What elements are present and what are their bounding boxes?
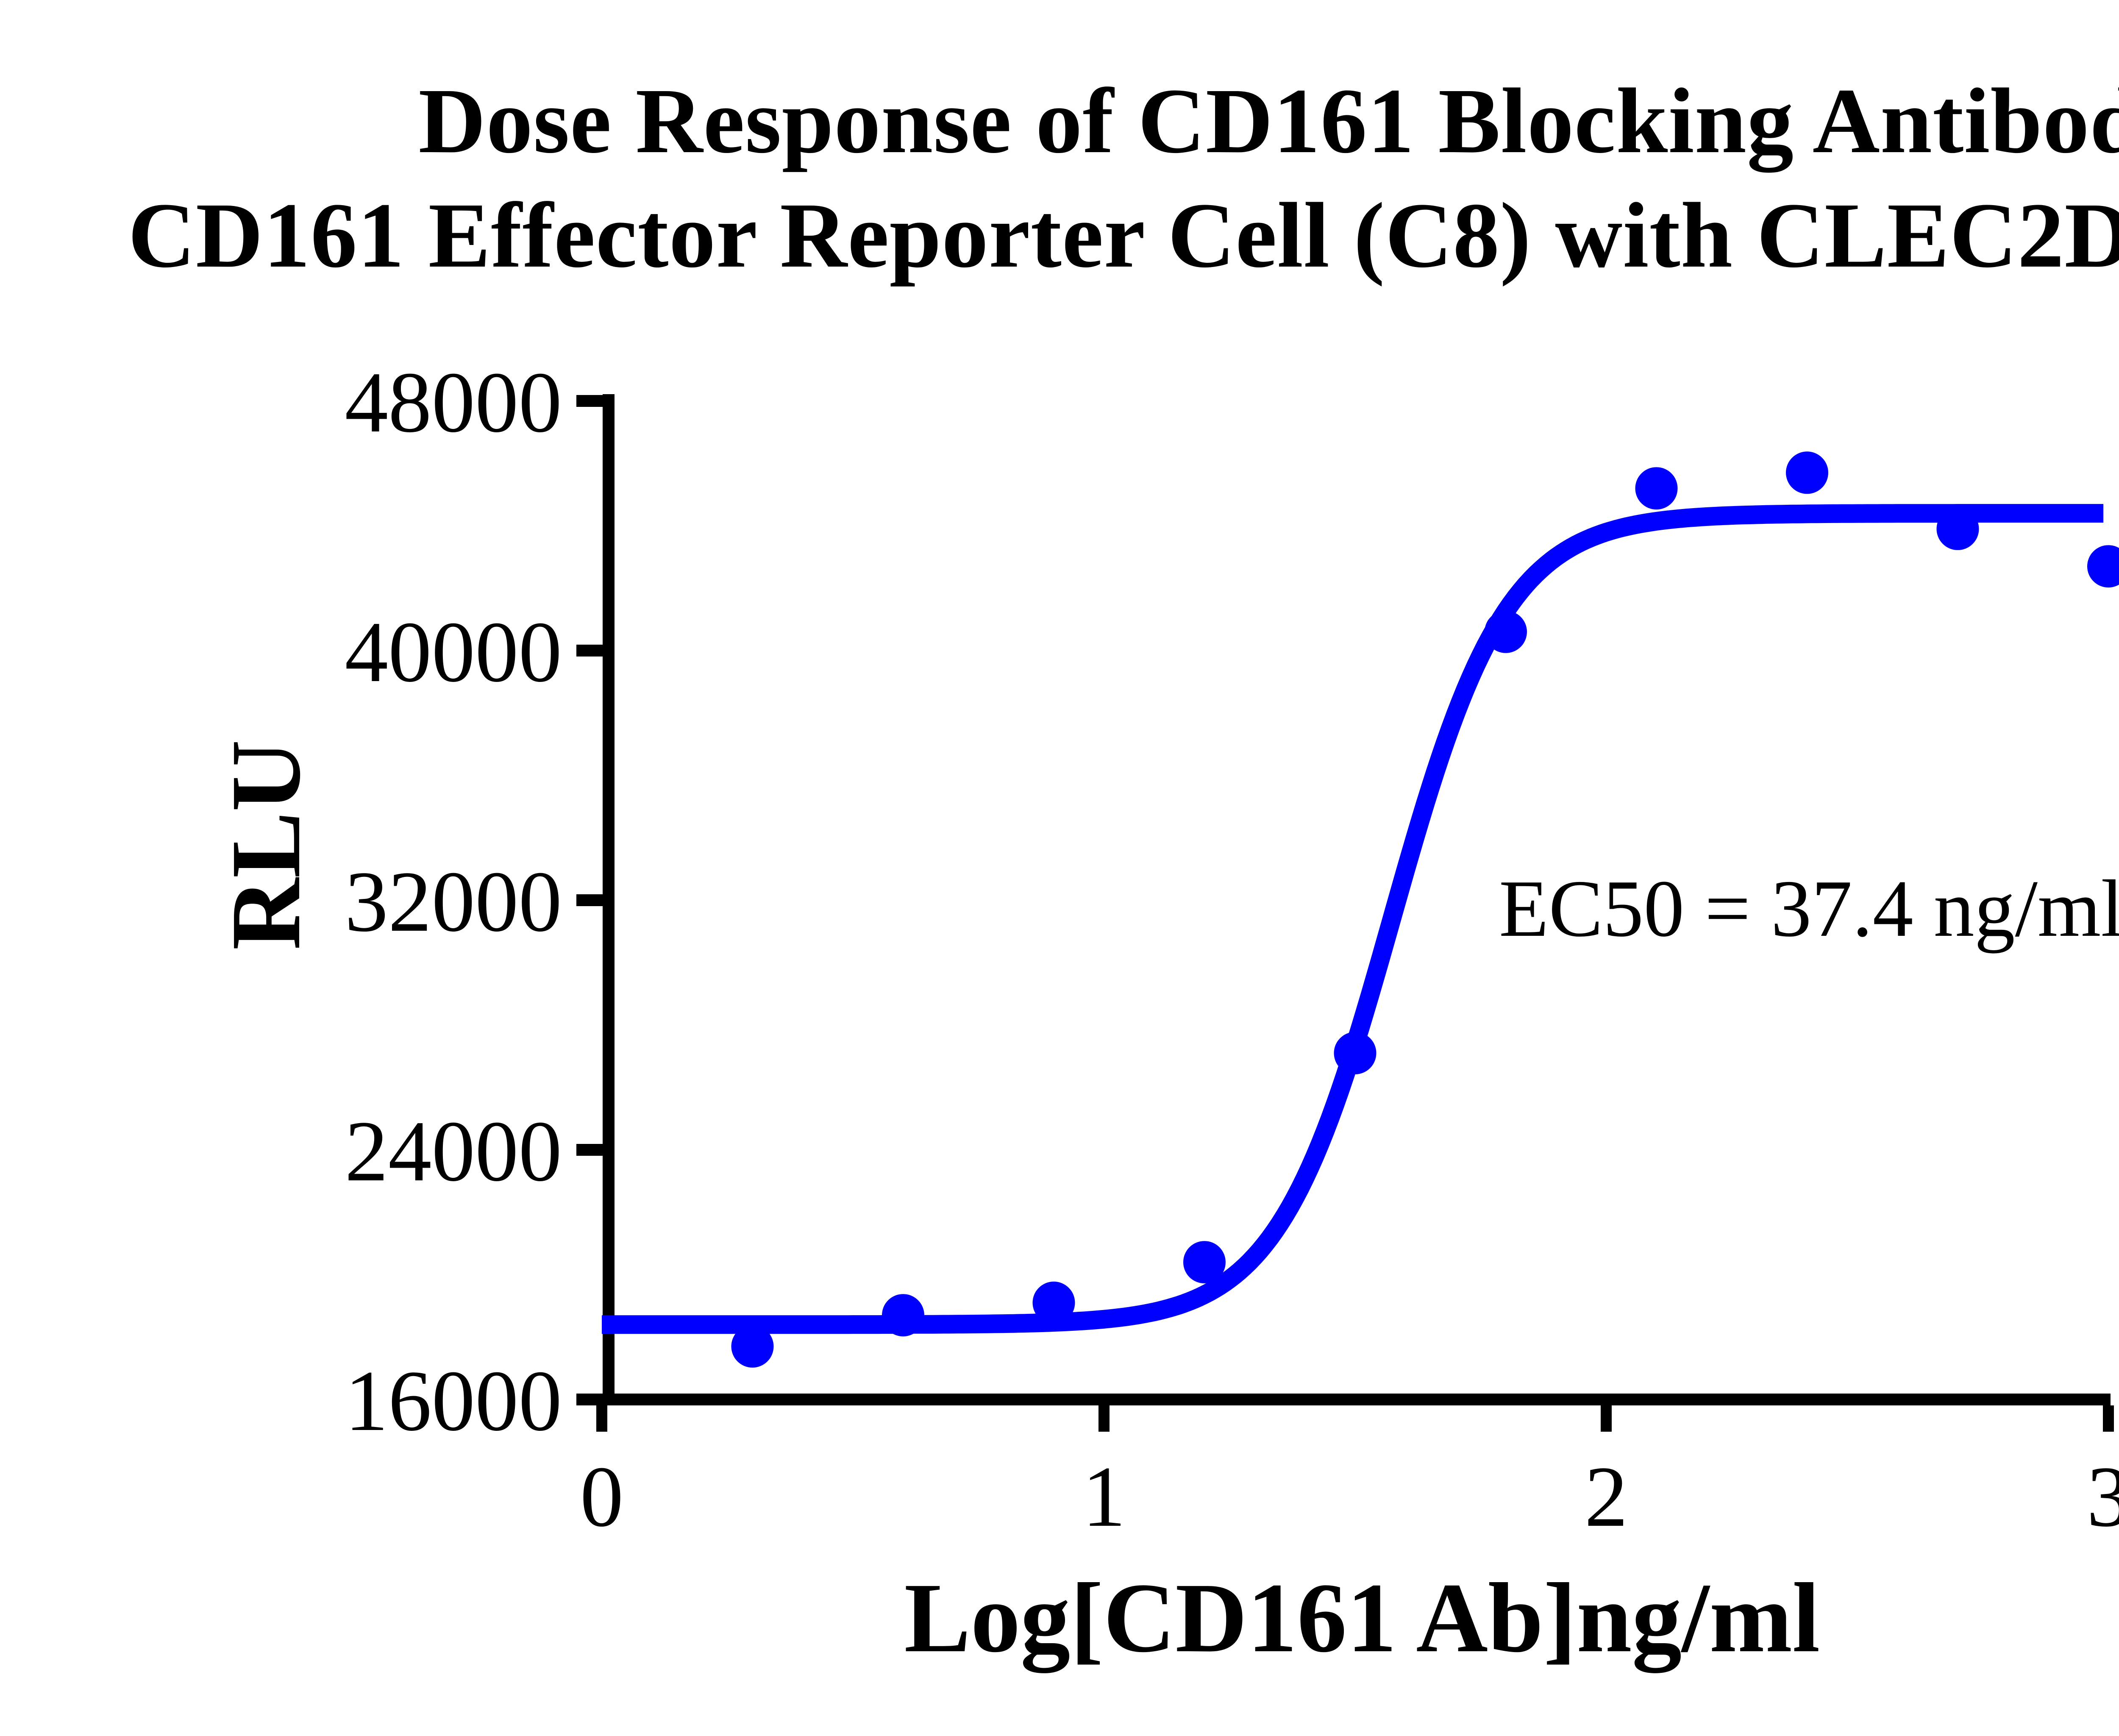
svg-text:3: 3	[2087, 1449, 2119, 1545]
data-point	[1786, 451, 1828, 494]
chart-title: Dose Response of CD161 Blocking Antibody…	[0, 64, 2119, 292]
svg-text:32000: 32000	[345, 854, 562, 950]
dose-response-fit-curve	[597, 504, 2108, 1334]
x-axis-tick-labels: 0 1 2 3	[580, 1449, 2119, 1545]
svg-text:2: 2	[1585, 1449, 1628, 1545]
data-point	[731, 1325, 774, 1368]
y-axis-ticks	[576, 395, 603, 1405]
ec50-annotation: EC50 = 37.4 ng/ml	[1499, 863, 2119, 954]
data-point-markers	[731, 451, 2119, 1368]
svg-text:24000: 24000	[345, 1103, 562, 1199]
svg-text:40000: 40000	[345, 604, 562, 700]
x-axis-ticks	[596, 1405, 2114, 1432]
data-point	[2087, 545, 2119, 588]
axis-spines	[603, 394, 2111, 1405]
svg-text:48000: 48000	[345, 354, 562, 451]
data-point	[1183, 1241, 1226, 1284]
y-axis-tick-labels: 48000 40000 32000 24000 16000	[345, 354, 562, 1449]
data-point	[1635, 467, 1678, 510]
svg-text:16000: 16000	[345, 1353, 562, 1449]
data-point	[1334, 1032, 1377, 1074]
x-axis-label: Log[CD161 Ab]ng/ml	[904, 1563, 1820, 1673]
data-point	[1485, 610, 1527, 653]
chart-title-line1: Dose Response of CD161 Blocking Antibody…	[418, 69, 2119, 172]
data-point	[1936, 507, 1979, 550]
data-point	[882, 1294, 924, 1337]
data-point	[1032, 1281, 1075, 1324]
svg-text:0: 0	[580, 1449, 624, 1545]
svg-text:1: 1	[1082, 1449, 1126, 1545]
chart-title-line2: CD161 Effector Reporter Cell (C8) with C…	[128, 184, 2119, 287]
